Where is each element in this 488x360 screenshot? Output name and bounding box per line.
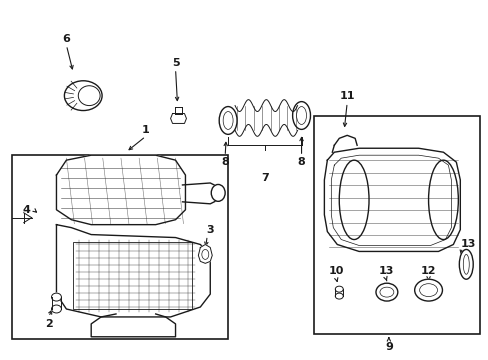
Text: 13: 13 [377,266,393,276]
Polygon shape [182,183,218,204]
Polygon shape [56,225,210,317]
Ellipse shape [292,102,310,129]
Bar [314,116,479,334]
Ellipse shape [78,86,100,105]
Text: 7: 7 [261,173,268,183]
Polygon shape [91,314,175,337]
Text: 1: 1 [142,125,149,135]
Ellipse shape [51,293,61,301]
Text: 11: 11 [339,91,354,101]
Ellipse shape [414,279,442,301]
Ellipse shape [375,283,397,301]
Ellipse shape [219,107,237,134]
Ellipse shape [211,184,224,201]
Ellipse shape [51,305,61,313]
Polygon shape [324,148,459,251]
Text: 6: 6 [62,34,70,44]
Text: 2: 2 [44,319,52,329]
Text: 9: 9 [384,342,392,352]
Ellipse shape [458,249,472,279]
Ellipse shape [64,81,102,111]
Text: 13: 13 [460,239,475,249]
Text: 4: 4 [23,205,31,215]
Polygon shape [56,155,185,225]
Ellipse shape [335,286,343,292]
Polygon shape [198,244,212,264]
Ellipse shape [335,293,343,299]
Text: 12: 12 [420,266,435,276]
Text: 10: 10 [328,266,343,276]
Bar [73,242,192,309]
Text: 5: 5 [171,58,179,68]
Text: 8: 8 [221,157,228,167]
Polygon shape [170,113,186,123]
Text: 8: 8 [297,157,305,167]
Bar [12,155,228,339]
Text: 3: 3 [206,225,214,235]
